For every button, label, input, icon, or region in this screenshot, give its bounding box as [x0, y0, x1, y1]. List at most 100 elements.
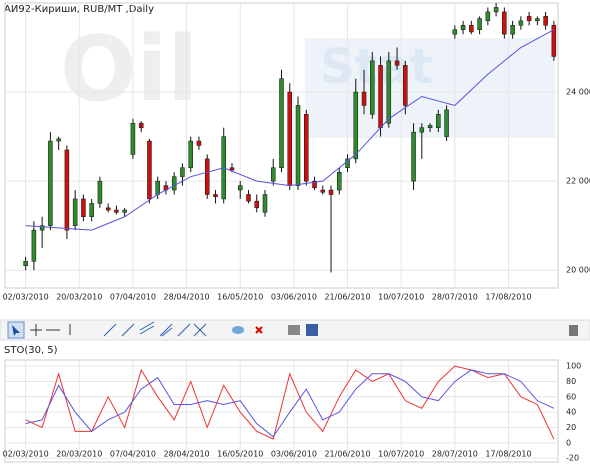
- candle-body: [204, 158, 210, 195]
- x-tick-label: 28/04/2010: [164, 293, 210, 302]
- candle-body: [155, 180, 160, 195]
- candle-body: [477, 18, 482, 30]
- candle-body: [138, 122, 144, 128]
- x-tick-label: 16/05/2010: [217, 293, 263, 302]
- candle-body: [493, 7, 499, 13]
- x-tick-label: 03/06/2010: [271, 293, 317, 302]
- candle-body: [56, 138, 61, 142]
- candle-body: [270, 167, 276, 182]
- x-tick-label: 28/07/2010: [432, 450, 478, 459]
- y-tick-label: 20: [566, 423, 576, 432]
- watermark-box: [305, 38, 555, 138]
- tool-delete[interactable]: [255, 326, 263, 334]
- candle-body: [23, 261, 28, 266]
- y-tick-label: 0: [566, 438, 571, 447]
- candle-body: [130, 122, 136, 155]
- series-line: [25, 369, 555, 438]
- candle-body: [254, 200, 259, 209]
- candle-body: [444, 109, 449, 137]
- x-tick-label: 02/03/2010: [3, 450, 49, 459]
- y-tick-label: 100: [566, 362, 581, 371]
- candle-body: [403, 65, 408, 106]
- candle-body: [188, 140, 193, 169]
- candle-body: [452, 29, 458, 35]
- candle-body: [105, 207, 111, 211]
- candle-body: [518, 20, 524, 26]
- x-tick-label: 17/08/2010: [485, 450, 531, 459]
- candle-body: [485, 11, 491, 22]
- x-tick-label: 28/04/2010: [164, 450, 210, 459]
- candle-body: [551, 25, 557, 57]
- candle-body: [353, 91, 359, 160]
- candle-body: [337, 171, 342, 191]
- x-tick-label: 21/06/2010: [324, 450, 370, 459]
- tool-save[interactable]: [306, 324, 318, 336]
- candle-body: [114, 209, 119, 213]
- watermark: Oil Stat: [60, 17, 555, 138]
- watermark-stat: Stat: [320, 39, 433, 95]
- candle-body: [436, 114, 441, 128]
- candle-body: [295, 105, 301, 186]
- candle-body: [312, 180, 317, 189]
- x-tick-label: 02/03/2010: [3, 293, 49, 302]
- candle-body: [81, 198, 86, 217]
- candle-body: [370, 60, 375, 115]
- candle-body: [180, 167, 185, 177]
- tool-cross[interactable]: [30, 324, 42, 336]
- x-tick-label: 03/06/2010: [271, 450, 317, 459]
- series-line: [25, 29, 555, 231]
- x-tick-label: 21/06/2010: [324, 293, 370, 302]
- candle-body: [39, 225, 45, 231]
- cursor-icon: [12, 325, 20, 336]
- candle-body: [510, 25, 515, 35]
- y-tick-label: 20 000: [566, 266, 590, 275]
- candle-body: [378, 65, 383, 128]
- x-tick-label: 20/03/2010: [56, 293, 102, 302]
- sub-frame: [4, 359, 559, 463]
- y-tick-label: 22 000: [566, 177, 590, 186]
- candle-body: [460, 25, 466, 30]
- candle-body: [237, 185, 243, 191]
- y-tick-label: 80: [566, 377, 576, 386]
- candle-body: [419, 127, 425, 133]
- y-tick-label: 24 000: [566, 88, 590, 97]
- toolbar: [0, 319, 590, 341]
- candle-body: [213, 194, 218, 197]
- tool-lines[interactable]: [103, 321, 207, 337]
- watermark-oil: Oil: [60, 17, 198, 122]
- candle-body: [147, 140, 152, 200]
- candle-body: [361, 91, 367, 106]
- x-tick-label: 28/07/2010: [432, 293, 478, 302]
- candle-body: [526, 16, 532, 22]
- main-frame: [4, 2, 559, 289]
- candle-body: [171, 176, 177, 191]
- x-tick-label: 16/05/2010: [217, 450, 263, 459]
- x-tick-label: 17/08/2010: [485, 293, 531, 302]
- candle-body: [64, 149, 70, 231]
- candle-body: [287, 91, 293, 186]
- candle-body: [535, 18, 540, 22]
- x-tick-label: 10/07/2010: [378, 293, 424, 302]
- x-tick-label: 20/03/2010: [56, 450, 102, 459]
- x-tick-label: 07/04/2010: [110, 293, 156, 302]
- tool-print[interactable]: [288, 325, 300, 335]
- candle-body: [262, 194, 268, 213]
- candle-body: [48, 140, 53, 226]
- candle-body: [427, 125, 433, 128]
- candle-body: [469, 25, 474, 33]
- candle-body: [89, 203, 94, 217]
- tool-label[interactable]: [232, 326, 244, 334]
- candle-body: [502, 11, 507, 35]
- x-tick-label: 07/04/2010: [110, 450, 156, 459]
- y-tick-label: 40: [566, 408, 576, 417]
- candle-body: [72, 198, 78, 226]
- candle-body: [411, 131, 416, 182]
- candle-body: [328, 189, 334, 195]
- candle-body: [304, 114, 309, 182]
- candle-body: [97, 180, 103, 204]
- candle-body: [320, 189, 326, 193]
- candle-body: [543, 16, 548, 26]
- tool-trash[interactable]: [569, 325, 578, 336]
- candle-body: [386, 60, 392, 124]
